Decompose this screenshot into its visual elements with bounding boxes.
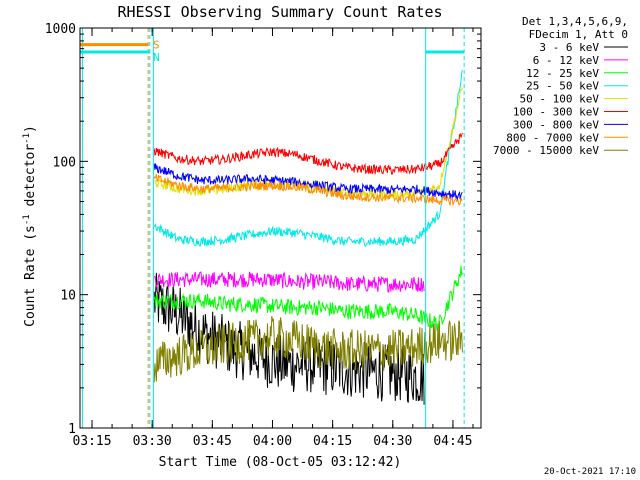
observing-markers: SN [80, 28, 465, 428]
axes-frame [79, 27, 482, 429]
y-tick-label-2: 100 [53, 155, 76, 170]
series-line-7 [153, 173, 463, 206]
y-axis-label-sup2: -1 [22, 133, 32, 144]
x-tick-label-3: 04:00 [253, 434, 292, 449]
y-axis-label-end: ) [23, 125, 38, 133]
x-tick-label-6: 04:45 [433, 434, 472, 449]
flag-label-s: S [153, 39, 160, 52]
series-line-0 [153, 272, 425, 405]
x-tick-label-2: 03:45 [193, 434, 232, 449]
legend-header-line-1: Det 1,3,4,5,6,9, [522, 15, 628, 28]
series-layer [153, 69, 463, 405]
legend-header-line-2: FDecim 1, Att 0 [529, 28, 628, 41]
series-line-3 [153, 69, 463, 248]
y-tick-label-0: 1 [68, 422, 76, 437]
legend: Det 1,3,4,5,6,9, FDecim 1, Att 0 3 - 6 k… [493, 15, 628, 157]
x-tick-label-1: 03:30 [133, 434, 172, 449]
y-tick-label-1: 10 [60, 289, 76, 304]
series-line-5 [153, 132, 463, 175]
legend-entry-3: 25 - 50 keV [526, 80, 599, 93]
chart-title: RHESSI Observing Summary Count Rates [117, 3, 442, 21]
x-tick-label-4: 04:15 [313, 434, 352, 449]
series-line-1 [153, 271, 425, 293]
y-axis-label-main: Count Rate (s [23, 225, 38, 327]
y-tick-label-3: 1000 [45, 22, 76, 37]
y-axis-label-mid: detector [23, 144, 38, 215]
legend-entry-8: 7000 - 15000 keV [493, 144, 599, 157]
x-tick-label-5: 04:30 [373, 434, 412, 449]
series-line-8 [153, 316, 463, 383]
legend-entry-6: 300 - 800 keV [513, 118, 599, 131]
y-axis-label-sup1: -1 [22, 214, 32, 225]
legend-entry-4: 50 - 100 keV [520, 93, 600, 106]
series-line-2 [153, 265, 463, 332]
y-axis-label: Count Rate (s-1 detector-1) [22, 125, 38, 327]
legend-entry-0: 3 - 6 keV [539, 41, 599, 54]
series-line-6 [153, 163, 463, 201]
legend-entry-2: 12 - 25 keV [526, 67, 599, 80]
x-axis-label: Start Time (08-Oct-05 03:12:42) [159, 455, 402, 470]
x-tick-label-0: 03:15 [72, 434, 111, 449]
legend-entry-5: 100 - 300 keV [513, 106, 599, 119]
legend-entry-7: 800 - 7000 keV [506, 131, 599, 144]
generated-timestamp: 20-Oct-2021 17:10 [544, 467, 636, 477]
legend-entry-1: 6 - 12 keV [533, 54, 600, 67]
axes: 1 10 100 1000 03:15 03:30 03:45 04:00 04:15 04:30… [45, 22, 482, 449]
flag-label-n: N [153, 51, 160, 64]
